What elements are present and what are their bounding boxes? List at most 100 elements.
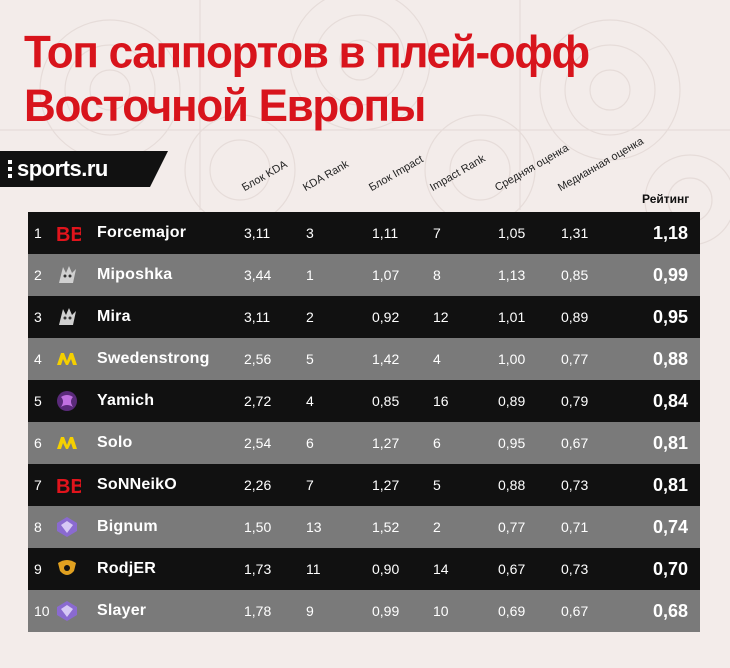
avg-score-value: 0,89 [498,393,526,409]
row-rank: 2 [34,267,42,283]
kda-rank-value: 13 [306,519,322,535]
table-row: 4 Swedenstrong 2,56 5 1,42 4 1,00 0,77 0,88 [28,338,700,380]
player-name: Forcemajor [97,224,187,241]
impact-value: 1,27 [372,477,400,493]
kda-value: 3,11 [244,225,271,241]
navi-team-logo-icon [55,347,79,371]
rating-value: 1,18 [652,222,688,243]
median-score-value: 0,71 [561,519,589,535]
row-rank: 5 [34,393,42,409]
table-row: 2 Miposhka 3,44 1 1,07 8 1,13 0,85 0,99 [28,254,700,296]
title-line-2: Восточной Европы [24,81,426,132]
kda-rank-value: 9 [306,603,314,619]
impact-value: 0,90 [372,561,400,577]
table-row: 5 Yamich 2,72 4 0,85 16 0,89 0,79 0,84 [28,380,700,422]
median-score-value: 0,73 [561,477,589,493]
player-name: Swedenstrong [97,350,210,367]
kda-value: 2,26 [244,477,272,493]
avg-score-value: 0,95 [498,435,526,451]
table-row: 9 RodjER 1,73 11 0,90 14 0,67 0,73 0,70 [28,548,700,590]
impact-rank-value: 10 [433,603,449,619]
row-rank: 10 [34,603,50,619]
spirit-team-logo-icon [55,305,79,329]
impact-value: 1,52 [372,519,400,535]
row-rank: 1 [34,225,42,241]
player-name: Slayer [97,602,147,619]
sports-ru-logo: sports.ru [0,151,168,187]
avg-score-value: 0,69 [498,603,526,619]
avg-score-value: 1,13 [498,267,526,283]
median-score-value: 0,73 [561,561,589,577]
avg-score-value: 0,77 [498,519,526,535]
table-row: 1 Forcemajor 3,11 3 1,11 7 1,05 1,31 1,18 BB [28,212,700,254]
rating-value: 0,99 [652,264,688,285]
impact-rank-value: 16 [433,393,449,409]
impact-value: 1,27 [372,435,400,451]
bb-team-logo-icon: BB [55,473,85,498]
avg-score-value: 1,05 [498,225,526,241]
table-row: 6 Solo 2,54 6 1,27 6 0,95 0,67 0,81 [28,422,700,464]
avg-score-value: 1,00 [498,351,526,367]
row-rank: 6 [34,435,42,451]
kda-value: 2,54 [244,435,272,451]
impact-rank-value: 14 [433,561,449,577]
kda-value: 2,56 [244,351,272,367]
row-rank: 9 [34,561,42,577]
impact-value: 0,99 [372,603,400,619]
impact-rank-value: 8 [433,267,441,283]
median-score-value: 0,89 [561,309,589,325]
player-name: SoNNeikO [97,476,177,493]
rating-value: 0,74 [652,516,688,537]
kda-value: 3,11 [244,309,271,325]
impact-rank-value: 5 [433,477,441,493]
avg-score-value: 0,67 [498,561,526,577]
navi-team-logo-icon [55,431,79,455]
kda-rank-value: 6 [306,435,314,451]
impact-value: 0,85 [372,393,400,409]
kda-rank-value: 5 [306,351,314,367]
kda-rank-value: 11 [306,561,321,577]
kda-rank-value: 1 [306,267,314,283]
gold-team-logo-icon [55,557,79,581]
logo-text: sports.ru [17,156,108,181]
median-score-value: 1,31 [561,225,589,241]
impact-rank-value: 6 [433,435,441,451]
kda-rank-value: 2 [306,309,314,325]
player-name: Bignum [97,518,158,535]
player-name: RodjER [97,560,156,577]
impact-rank-value: 12 [433,309,449,325]
bb-team-logo-icon: BB [55,221,85,246]
row-rank: 4 [34,351,42,367]
median-score-value: 0,79 [561,393,589,409]
rating-value: 0,81 [652,474,688,495]
ranking-table: 1 Forcemajor 3,11 3 1,11 7 1,05 1,31 1,18 BB 2 Mipo… [28,212,700,632]
median-score-value: 0,77 [561,351,589,367]
median-score-value: 0,85 [561,267,589,283]
rating-value: 0,95 [652,306,688,327]
row-rank: 8 [34,519,42,535]
gem-team-logo-icon [55,515,79,539]
svg-text:BB: BB [56,224,81,245]
row-rank: 7 [34,477,42,493]
col-header-rating: Рейтинг [642,192,690,206]
rating-value: 0,88 [652,348,688,369]
virtus-team-logo-icon [55,389,79,413]
kda-value: 2,72 [244,393,272,409]
spirit-team-logo-icon [55,263,79,287]
rating-value: 0,81 [652,432,688,453]
table-row: 3 Mira 3,11 2 0,92 12 1,01 0,89 0,95 [28,296,700,338]
kda-value: 3,44 [244,267,272,283]
impact-rank-value: 4 [433,351,441,367]
avg-score-value: 1,01 [498,309,526,325]
title-line-1: Топ саппортов в плей-офф [24,27,590,78]
kda-value: 1,73 [244,561,272,577]
rating-value: 0,84 [652,390,688,411]
player-name: Miposhka [97,266,173,283]
impact-rank-value: 7 [433,225,441,241]
median-score-value: 0,67 [561,603,589,619]
avg-score-value: 0,88 [498,477,526,493]
kda-rank-value: 7 [306,477,314,493]
kda-rank-value: 3 [306,225,314,241]
table-row: 8 Bignum 1,50 13 1,52 2 0,77 0,71 0,74 [28,506,700,548]
